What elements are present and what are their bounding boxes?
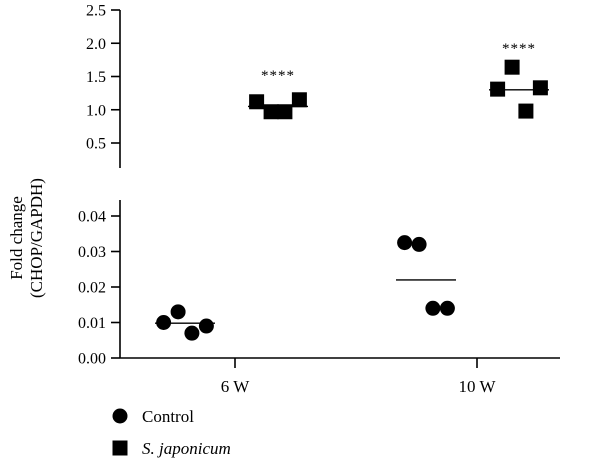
point-square-1-0 xyxy=(490,81,506,97)
lower-y-tick-label-3: 0.03 xyxy=(78,244,106,261)
upper-y-tick-label-2: 1.5 xyxy=(86,69,106,86)
lower-y-tick-label-1: 0.01 xyxy=(78,315,106,332)
point-circle-0-1 xyxy=(170,304,186,320)
upper-y-ticks: 0.5 1.0 1.5 2.0 2.5 xyxy=(86,3,120,153)
point-circle-0-2 xyxy=(184,325,200,341)
legend-marker-control xyxy=(112,408,128,424)
y-axis-label-line2: (CHOP/GAPDH) xyxy=(27,178,46,298)
y-axis-label-line1: Fold change xyxy=(7,196,26,280)
lower-y-ticks: 0.00 0.01 0.02 0.03 0.04 xyxy=(78,209,120,368)
upper-y-tick-label-3: 2.0 xyxy=(86,36,106,53)
point-circle-1-3 xyxy=(439,300,455,316)
point-circle-1-1 xyxy=(411,236,427,252)
upper-y-tick-label-0: 0.5 xyxy=(86,136,106,153)
point-square-0-2 xyxy=(277,104,293,120)
point-square-0-1 xyxy=(263,104,279,120)
lower-y-tick-label-4: 0.04 xyxy=(78,209,106,226)
x-tick-label-6w: 6 W xyxy=(221,377,250,396)
lower-y-tick-label-2: 0.02 xyxy=(78,280,106,297)
point-circle-0-0 xyxy=(156,315,172,330)
legend: Control S. japonicum xyxy=(112,407,231,458)
point-square-1-3 xyxy=(532,80,548,96)
point-square-0-3 xyxy=(291,92,307,108)
legend-label-control: Control xyxy=(142,407,194,426)
point-square-1-2 xyxy=(518,103,534,119)
legend-marker-sjaponicum xyxy=(112,440,128,456)
upper-y-tick-label-1: 1.0 xyxy=(86,102,106,119)
point-circle-1-2 xyxy=(425,300,441,316)
legend-label-sjaponicum: S. japonicum xyxy=(142,439,231,458)
x-tick-label-10w: 10 W xyxy=(459,377,497,396)
significance-6w: **** xyxy=(261,68,295,84)
lower-y-tick-label-0: 0.00 xyxy=(78,351,106,368)
point-circle-1-0 xyxy=(397,235,413,251)
significance-10w: **** xyxy=(502,41,536,57)
data-marks xyxy=(155,59,549,341)
point-square-0-0 xyxy=(249,94,265,110)
point-square-1-1 xyxy=(504,59,520,75)
point-circle-0-3 xyxy=(198,318,214,334)
upper-y-tick-label-4: 2.5 xyxy=(86,3,106,20)
